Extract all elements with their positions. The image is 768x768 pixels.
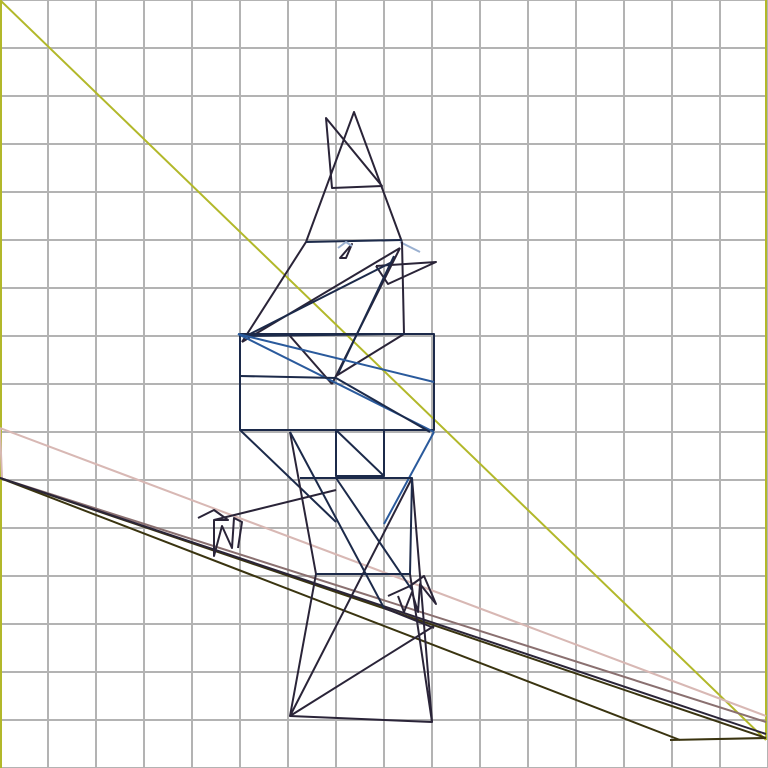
figure-hat <box>305 111 437 285</box>
hat-cone <box>305 111 403 243</box>
hat-base <box>305 239 403 243</box>
belt-square <box>335 429 385 477</box>
leg-cross-1 <box>289 477 413 717</box>
head-right-edge <box>401 241 405 335</box>
arm-upper <box>213 489 337 521</box>
head-cross-1 <box>241 247 401 343</box>
torso-blue-diag <box>237 333 435 383</box>
knee-box <box>300 477 413 575</box>
brown-ray <box>0 477 767 723</box>
figure-legs <box>289 431 435 723</box>
pink-ray-short <box>0 427 3 479</box>
torso-cross <box>335 377 431 433</box>
face-shade <box>399 241 421 253</box>
head-cross-2 <box>245 261 393 337</box>
eye-marker <box>339 243 353 259</box>
head-cross-4 <box>337 255 395 375</box>
dark-ray-2 <box>0 477 681 741</box>
hand-fingers <box>197 509 243 557</box>
pink-ray <box>0 427 767 717</box>
beak-shape <box>375 261 437 285</box>
torso-left-fold <box>239 429 337 523</box>
leg-cross-2 <box>289 625 435 717</box>
figure-head <box>241 241 405 385</box>
eye-highlight <box>337 241 353 249</box>
leg-inner-1 <box>289 431 385 609</box>
figure-arm <box>197 489 437 613</box>
neck-diag <box>289 335 333 385</box>
hat-brim-triangle <box>325 117 383 189</box>
leg-cross-3 <box>383 607 435 629</box>
torso-mid <box>239 375 337 379</box>
head-left-edge <box>241 241 307 343</box>
bottom-edge-line <box>669 737 767 741</box>
leg-inner-2 <box>335 477 413 591</box>
shin-line <box>409 573 433 723</box>
neck-right <box>335 333 405 377</box>
belt-diag <box>335 429 385 477</box>
